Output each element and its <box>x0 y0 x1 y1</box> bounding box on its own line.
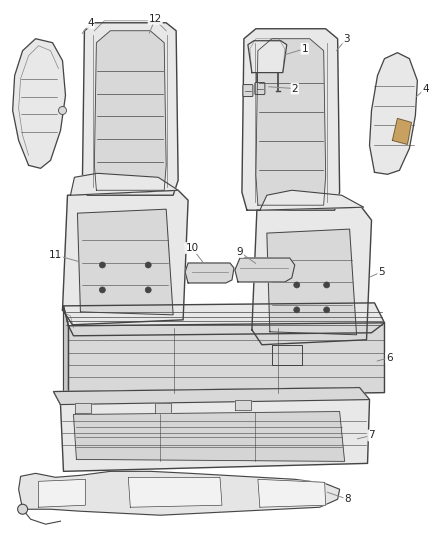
Polygon shape <box>74 411 345 462</box>
Polygon shape <box>75 402 92 413</box>
Text: 4: 4 <box>87 18 94 28</box>
Polygon shape <box>260 190 364 210</box>
Circle shape <box>294 282 300 288</box>
FancyBboxPatch shape <box>243 85 253 96</box>
Text: 4: 4 <box>422 84 429 94</box>
Text: 12: 12 <box>148 14 162 24</box>
Text: 10: 10 <box>186 243 199 253</box>
Circle shape <box>294 307 300 313</box>
Polygon shape <box>256 39 326 205</box>
Text: 11: 11 <box>49 250 62 260</box>
Polygon shape <box>272 345 302 365</box>
Polygon shape <box>82 23 178 195</box>
Text: 6: 6 <box>386 353 393 363</box>
Circle shape <box>145 287 151 293</box>
Text: 2: 2 <box>291 84 298 94</box>
Polygon shape <box>78 209 173 315</box>
Polygon shape <box>155 402 171 413</box>
Text: 8: 8 <box>344 494 351 504</box>
Polygon shape <box>63 190 188 325</box>
Circle shape <box>18 504 28 514</box>
Circle shape <box>324 307 330 313</box>
Polygon shape <box>19 471 339 515</box>
Polygon shape <box>258 479 326 507</box>
Polygon shape <box>242 29 339 210</box>
Polygon shape <box>185 263 234 283</box>
Text: 5: 5 <box>378 267 385 277</box>
Polygon shape <box>53 387 370 471</box>
Circle shape <box>59 107 67 115</box>
Text: 1: 1 <box>301 44 308 54</box>
Polygon shape <box>248 41 287 72</box>
Polygon shape <box>235 400 251 409</box>
Polygon shape <box>392 118 411 144</box>
Polygon shape <box>267 229 357 335</box>
Circle shape <box>145 262 151 268</box>
Polygon shape <box>71 173 178 195</box>
FancyBboxPatch shape <box>255 83 265 94</box>
Circle shape <box>99 262 106 268</box>
Polygon shape <box>68 323 385 398</box>
Circle shape <box>324 282 330 288</box>
Polygon shape <box>370 53 417 174</box>
Polygon shape <box>95 31 166 190</box>
Polygon shape <box>128 478 222 507</box>
Polygon shape <box>235 258 295 282</box>
Polygon shape <box>64 303 385 336</box>
Text: 3: 3 <box>343 34 350 44</box>
Polygon shape <box>252 207 371 345</box>
Polygon shape <box>39 479 85 507</box>
Polygon shape <box>64 306 68 398</box>
Circle shape <box>99 287 106 293</box>
Polygon shape <box>53 387 370 405</box>
Polygon shape <box>13 39 66 168</box>
Text: 7: 7 <box>368 431 375 440</box>
Text: 9: 9 <box>237 247 243 257</box>
